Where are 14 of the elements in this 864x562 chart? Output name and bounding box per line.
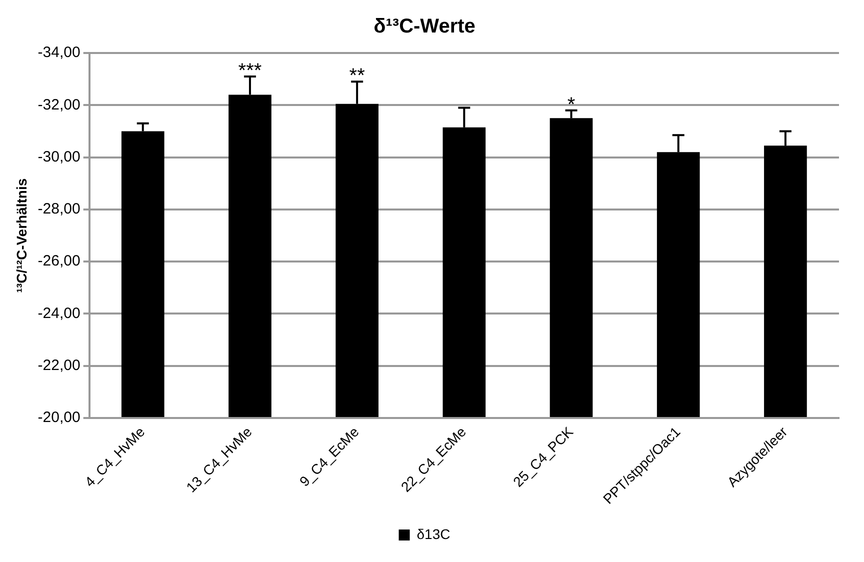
chart-title: δ¹³C-Werte (374, 16, 476, 38)
y-tick-label: -24,00 (38, 304, 80, 322)
y-tick-label: -20,00 (38, 409, 80, 426)
y-tick-label: -34,00 (38, 44, 80, 62)
y-tick-label: -26,00 (38, 252, 80, 270)
annotation: * (567, 94, 576, 116)
y-tick-label: -22,00 (38, 357, 80, 374)
annotation: *** (238, 60, 262, 82)
y-axis-title: ¹³C/¹²C-Verhältnis (13, 178, 30, 293)
y-tick-label: -30,00 (38, 148, 80, 166)
y-tick-label: -32,00 (38, 96, 80, 114)
annotation: ** (349, 65, 366, 88)
legend-label: δ13C (416, 526, 450, 542)
y-tick-label: -28,00 (38, 200, 80, 218)
